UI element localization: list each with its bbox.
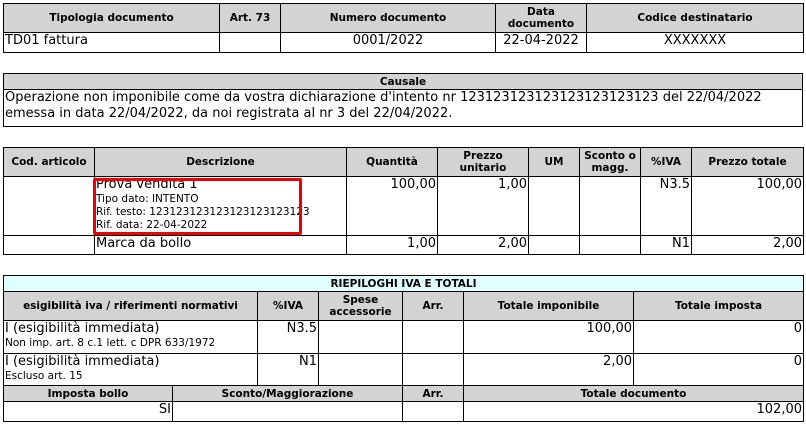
descrizione: Prova vendita 1 Tipo dato: INTENTO Rif. … — [94, 176, 347, 236]
cod-articolo — [3, 176, 95, 236]
art73-value — [219, 32, 281, 53]
quantita: 100,00 — [346, 176, 438, 236]
header-imposta-bollo: Imposta bollo — [3, 385, 173, 402]
totale-documento: 102,00 — [463, 401, 804, 422]
imposta-bollo: SI — [3, 401, 173, 422]
header-numero: Numero documento — [280, 3, 496, 33]
spese — [318, 320, 403, 354]
imposta: 0 — [633, 353, 804, 386]
header-prezzo-totale: Prezzo totale — [691, 147, 804, 177]
header-sconto: Sconto o magg. — [579, 147, 641, 177]
esig-label: I (esigibilità immediata) — [5, 321, 160, 337]
causale-text: Operazione non imponibile come da vostra… — [3, 89, 803, 127]
header-data: Data documento — [495, 3, 587, 33]
sconto-maggiorazione — [172, 401, 403, 422]
header-descrizione: Descrizione — [94, 147, 347, 177]
header-totale-imposta: Totale imposta — [633, 291, 804, 321]
highlight-box — [93, 178, 302, 235]
arr — [402, 320, 464, 354]
codice-destinatario-value: XXXXXXX — [586, 32, 804, 53]
um — [528, 176, 580, 236]
header-iva: %IVA — [257, 291, 319, 321]
lines-table: Cod. articolo Descrizione Quantità Prezz… — [3, 147, 804, 255]
imposta: 0 — [633, 320, 804, 354]
header-codice-destinatario: Codice destinatario — [586, 3, 804, 33]
cod-articolo — [3, 235, 95, 255]
iva: N3.5 — [640, 176, 692, 236]
riferimento-normativo: Escluso art. 15 — [5, 370, 83, 382]
esigibilita: I (esigibilità immediata) Non imp. art. 8… — [3, 320, 258, 354]
desc-detail: Tipo dato: INTENTO — [96, 193, 199, 205]
header-um: UM — [528, 147, 580, 177]
spese — [318, 353, 403, 386]
tipologia-value: TD01 fattura — [3, 32, 220, 53]
prezzo-unitario: 1,00 — [437, 176, 529, 236]
imponibile: 100,00 — [463, 320, 634, 354]
header-iva: %IVA — [640, 147, 692, 177]
sconto — [579, 176, 641, 236]
arr — [402, 353, 464, 386]
esigibilita: I (esigibilità immediata) Escluso art. 15 — [3, 353, 258, 386]
header-quantita: Quantità — [346, 147, 438, 177]
table-row: Prova vendita 1 Tipo dato: INTENTO Rif. … — [3, 176, 804, 236]
header-arr-totali: Arr. — [402, 385, 464, 402]
numero-value: 0001/2022 — [280, 32, 496, 53]
prezzo-totale: 100,00 — [691, 176, 804, 236]
imponibile: 2,00 — [463, 353, 634, 386]
table-row: I (esigibilità immediata) Escluso art. 15… — [3, 353, 804, 386]
header-esigibilita: esigibilità iva / riferimenti normativi — [3, 291, 258, 321]
causale-table: Causale Operazione non imponibile come d… — [3, 73, 803, 127]
riferimento-normativo: Non imp. art. 8 c.1 lett. c DPR 633/1972 — [5, 337, 216, 349]
prezzo-unitario: 2,00 — [437, 235, 529, 255]
header-sconto-maggiorazione: Sconto/Maggiorazione — [172, 385, 403, 402]
iva: N1 — [257, 353, 319, 386]
arr-totali — [402, 401, 464, 422]
header-totale-imponibile: Totale imponibile — [463, 291, 634, 321]
desc-detail: Rif. testo: 123123123123123123123123 — [96, 206, 310, 218]
table-row: Marca da bollo 1,00 2,00 N1 2,00 — [3, 235, 804, 255]
esig-label: I (esigibilità immediata) — [5, 354, 160, 370]
iva: N3.5 — [257, 320, 319, 354]
data-value: 22-04-2022 — [495, 32, 587, 53]
causale-title: Causale — [3, 73, 803, 90]
header-totale-documento: Totale documento — [463, 385, 804, 402]
table-row: I (esigibilità immediata) Non imp. art. 8… — [3, 320, 804, 354]
desc-detail: Rif. data: 22-04-2022 — [96, 219, 208, 231]
summary-title: RIEPILOGHI IVA E TOTALI — [3, 275, 804, 292]
header-spese: Spese accessorie — [318, 291, 403, 321]
descrizione: Marca da bollo — [94, 235, 347, 255]
header-prezzo-unitario: Prezzo unitario — [437, 147, 529, 177]
prezzo-totale: 2,00 — [691, 235, 804, 255]
sconto — [579, 235, 641, 255]
header-cod-articolo: Cod. articolo — [3, 147, 95, 177]
header-art73: Art. 73 — [219, 3, 281, 33]
summary-table: RIEPILOGHI IVA E TOTALI esigibilità iva … — [3, 275, 804, 422]
desc-main: Prova vendita 1 — [96, 177, 198, 193]
quantita: 1,00 — [346, 235, 438, 255]
iva: N1 — [640, 235, 692, 255]
header-arr: Arr. — [402, 291, 464, 321]
header-tipologia: Tipologia documento — [3, 3, 220, 33]
um — [528, 235, 580, 255]
document-info-table: Tipologia documento Art. 73 Numero docum… — [3, 3, 804, 53]
